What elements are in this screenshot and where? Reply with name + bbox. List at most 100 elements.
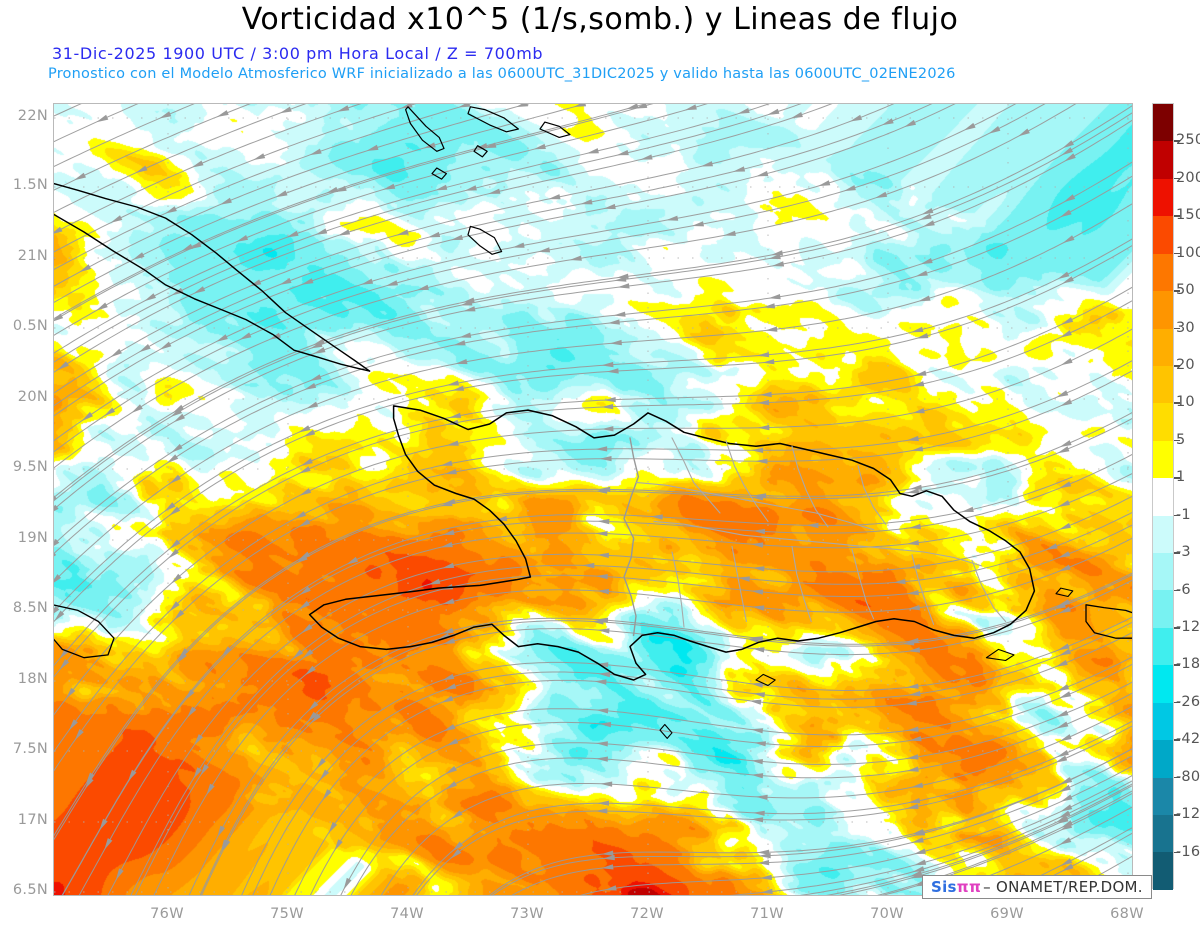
- colorbar-tick-mark-15: [1174, 701, 1180, 704]
- longitude-tick-76w: 76W: [150, 906, 184, 922]
- streamline-arrow: [169, 601, 180, 612]
- colorbar-tick-label-7: 10: [1176, 394, 1195, 411]
- streamline-arrow: [442, 673, 455, 681]
- streamline: [54, 104, 895, 394]
- streamline-arrow: [488, 188, 501, 194]
- streamline-arrow: [328, 821, 338, 834]
- streamline-arrow: [443, 724, 456, 732]
- streamline-arrow: [650, 514, 663, 520]
- streamline-arrow: [906, 683, 919, 689]
- streamline-arrow: [1060, 804, 1073, 812]
- colorbar-cell-4: [1153, 253, 1173, 292]
- streamline-arrow: [906, 726, 919, 732]
- streamline-arrow: [169, 474, 181, 484]
- province-border-10: [971, 559, 1007, 623]
- streamline-arrow: [451, 385, 465, 391]
- streamline-arrow: [609, 339, 622, 346]
- streamline-arrow: [309, 374, 322, 381]
- streamline-arrow: [360, 278, 374, 285]
- streamline-arrow: [435, 184, 448, 191]
- streamline: [54, 104, 362, 234]
- streamline-arrow: [181, 243, 194, 252]
- streamline-arrow: [104, 838, 113, 850]
- streamline-arrow: [312, 338, 325, 346]
- colorbar-tick-label-11: -3: [1176, 544, 1191, 561]
- streamline-arrow: [221, 646, 232, 657]
- streamline-arrow: [919, 213, 932, 220]
- streamline: [54, 104, 833, 373]
- streamline-arrow: [1061, 317, 1074, 325]
- streamline: [54, 104, 307, 213]
- streamline-arrow: [450, 848, 462, 859]
- colorbar-cell-13: [1153, 590, 1173, 628]
- streamline-arrow: [770, 250, 783, 256]
- streamline: [201, 579, 1132, 895]
- streamline-arrow: [626, 104, 639, 110]
- streamline-arrow: [1061, 863, 1074, 872]
- streamline-arrow: [912, 381, 925, 387]
- streamline-arrow: [596, 588, 610, 595]
- streamline-arrow: [1058, 606, 1071, 614]
- streamline-arrow: [187, 706, 197, 718]
- streamline: [511, 755, 1132, 895]
- streamline: [54, 238, 1132, 613]
- streamline-arrow: [494, 515, 508, 522]
- colorbar-cell-18: [1153, 777, 1173, 816]
- streamline: [54, 370, 1132, 772]
- colorbar-tick-label-18: -120: [1176, 806, 1200, 823]
- streamline-arrow: [132, 252, 145, 260]
- streamline-arrow: [595, 756, 608, 762]
- streamline: [489, 748, 1132, 895]
- streamline-arrow: [325, 186, 339, 194]
- turks-caicos-island: [467, 225, 503, 255]
- streamline-arrow: [750, 728, 764, 734]
- colorbar-cell-0: [1153, 104, 1173, 142]
- longitude-tick-74w: 74W: [390, 906, 424, 922]
- colorbar-tick-mark-9: [1174, 477, 1180, 479]
- streamline-arrow: [443, 498, 456, 504]
- streamline-arrow: [1058, 564, 1071, 572]
- streamline-arrow: [613, 311, 626, 317]
- streamline-arrow: [445, 781, 457, 790]
- streamline-arrow: [1063, 194, 1076, 203]
- streamline-arrow: [304, 665, 316, 676]
- colorbar-tick-mark-7: [1174, 402, 1180, 404]
- streamline-arrow: [768, 294, 781, 300]
- province-border-11: [635, 481, 875, 531]
- streamline: [107, 495, 1132, 895]
- streamline-arrow: [66, 687, 76, 699]
- brand-prefix-label: Sis: [931, 878, 957, 896]
- streamline-arrow: [752, 647, 765, 653]
- streamline-arrow: [586, 148, 599, 154]
- streamline-arrow: [315, 228, 328, 235]
- small-cay-b: [473, 145, 488, 158]
- streamline-arrow: [771, 261, 785, 267]
- streamline: [62, 453, 1132, 895]
- colorbar-tick-mark-3: [1174, 252, 1180, 255]
- streamline-arrow: [138, 344, 151, 353]
- streamline-arrow: [601, 426, 614, 432]
- coastlines-and-borders: [54, 106, 1132, 739]
- streamline-arrow: [1064, 153, 1076, 162]
- streamline-arrow: [755, 458, 768, 464]
- streamline-arrow: [752, 810, 765, 816]
- streamline-arrow: [79, 264, 92, 273]
- streamline-arrow: [921, 208, 934, 215]
- streamline-arrow: [601, 850, 614, 856]
- streamline-arrow: [299, 586, 311, 596]
- streamline-arrow: [68, 719, 78, 731]
- streamline: [54, 175, 1132, 555]
- streamline: [269, 632, 1132, 895]
- colorbar-tick-mark-14: [1174, 664, 1180, 666]
- isla-saona: [985, 648, 1015, 662]
- streamline-arrow: [601, 864, 614, 870]
- streamline-arrow: [1018, 128, 1030, 137]
- streamline-arrow: [144, 293, 156, 302]
- streamline: [294, 656, 1132, 895]
- streamline: [416, 725, 1132, 895]
- streamline-arrow: [1058, 810, 1071, 819]
- streamline-arrow: [765, 326, 778, 332]
- streamline-arrow: [596, 552, 609, 558]
- colorbar-cell-16: [1153, 702, 1173, 741]
- streamline-arrow: [1045, 543, 1058, 550]
